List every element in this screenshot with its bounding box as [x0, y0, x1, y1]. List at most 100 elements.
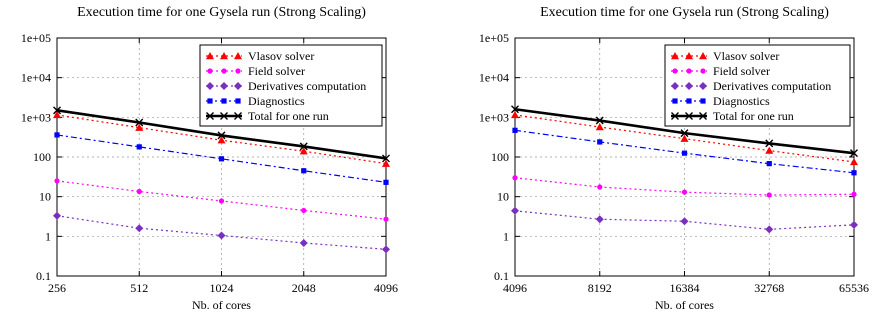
series-total-for-one-run: [511, 105, 858, 158]
chart-title: Execution time for one Gysela run (Stron…: [77, 5, 366, 20]
data-point: [595, 123, 604, 131]
chart-2: Execution time for one Gysela run (Stron…: [479, 5, 869, 312]
data-point: [850, 149, 858, 158]
legend-box: [199, 44, 383, 127]
legend-marker: [221, 98, 227, 104]
series-total-for-one-run: [53, 106, 390, 163]
legend-marker: [235, 68, 241, 74]
data-point: [766, 192, 772, 198]
data-point: [765, 139, 774, 148]
legend-marker: [206, 82, 214, 90]
legend-marker: [206, 52, 214, 60]
x-tick-label: 16384: [670, 281, 700, 295]
data-point: [382, 154, 390, 163]
x-tick-label: 4096: [374, 281, 398, 295]
data-point: [511, 105, 519, 114]
series-diagnostics: [54, 132, 389, 185]
legend-marker: [699, 112, 707, 120]
y-tick-label: 10: [39, 190, 51, 204]
data-point: [299, 147, 308, 155]
data-point: [851, 170, 857, 176]
y-tick-label: 0.1: [36, 269, 51, 283]
data-point: [53, 211, 61, 220]
y-tick-label: 0.1: [494, 269, 509, 283]
data-point: [680, 134, 689, 142]
legend-marker: [234, 82, 242, 90]
data-point: [218, 156, 225, 162]
chart-1: Execution time for one Gysela run (Stron…: [21, 5, 398, 312]
legend-marker: [235, 98, 241, 104]
x-axis-label: Nb. of cores: [655, 298, 714, 312]
legend-marker: [685, 112, 693, 120]
legend-marker: [234, 112, 242, 120]
data-point: [299, 142, 308, 151]
data-point: [597, 184, 603, 190]
data-point: [135, 118, 144, 127]
x-tick-label: 256: [48, 281, 66, 295]
data-point: [136, 188, 142, 195]
series-field-solver: [512, 175, 857, 198]
legend-marker: [672, 98, 678, 104]
y-tick-label: 100: [33, 150, 51, 164]
series-diagnostics: [512, 127, 857, 176]
legend-label: Field solver: [713, 64, 770, 78]
legend-label: Vlasov solver: [248, 49, 314, 63]
legend-marker: [686, 68, 692, 74]
chart-title: Execution time for one Gysela run (Stron…: [540, 5, 829, 20]
data-point: [382, 245, 390, 254]
data-point: [765, 225, 774, 234]
x-tick-label: 1024: [210, 281, 234, 295]
legend-marker: [699, 52, 707, 60]
plot-frame: [514, 37, 855, 277]
data-point: [136, 144, 142, 150]
series-vlasov-solver: [53, 110, 390, 167]
data-point: [512, 175, 518, 181]
legend-label: Derivatives computation: [248, 79, 366, 93]
data-point: [135, 123, 144, 131]
legend-marker: [685, 82, 693, 90]
legend-marker: [220, 112, 228, 120]
data-point: [218, 198, 225, 204]
legend-marker: [207, 98, 213, 104]
data-point: [299, 238, 308, 247]
data-point: [595, 116, 604, 125]
x-tick-label: 65536: [839, 281, 869, 295]
data-point: [851, 191, 857, 197]
data-point: [301, 168, 307, 174]
data-point: [217, 131, 226, 140]
y-tick-label: 1: [45, 229, 51, 243]
legend-marker: [206, 112, 214, 120]
data-point: [53, 106, 61, 115]
legend-marker: [207, 68, 213, 74]
legend-label: Field solver: [248, 64, 305, 78]
data-point: [681, 150, 688, 156]
legend-label: Total for one run: [248, 109, 329, 123]
y-tick-label: 1e+03: [479, 110, 509, 124]
series-derivatives-computation: [53, 211, 390, 254]
data-point: [54, 178, 60, 184]
y-tick-label: 1e+04: [479, 71, 509, 85]
legend-marker: [220, 52, 228, 60]
legend-label: Diagnostics: [248, 94, 305, 108]
data-point: [54, 132, 60, 138]
data-point: [765, 146, 774, 154]
data-point: [53, 110, 61, 119]
legend-marker: [686, 98, 692, 104]
y-tick-label: 1e+05: [21, 31, 51, 45]
y-tick-label: 1: [503, 229, 509, 243]
x-tick-label: 4096: [503, 281, 527, 295]
data-point: [135, 224, 144, 233]
data-point: [511, 110, 519, 119]
data-point: [680, 129, 689, 138]
plot-frame: [56, 37, 387, 277]
y-tick-label: 1e+04: [21, 71, 51, 85]
legend-marker: [220, 82, 228, 90]
data-point: [595, 215, 604, 224]
legend-marker: [671, 112, 679, 120]
series-derivatives-computation: [511, 206, 858, 234]
data-point: [597, 139, 603, 145]
data-point: [681, 189, 688, 195]
data-point: [512, 127, 518, 133]
